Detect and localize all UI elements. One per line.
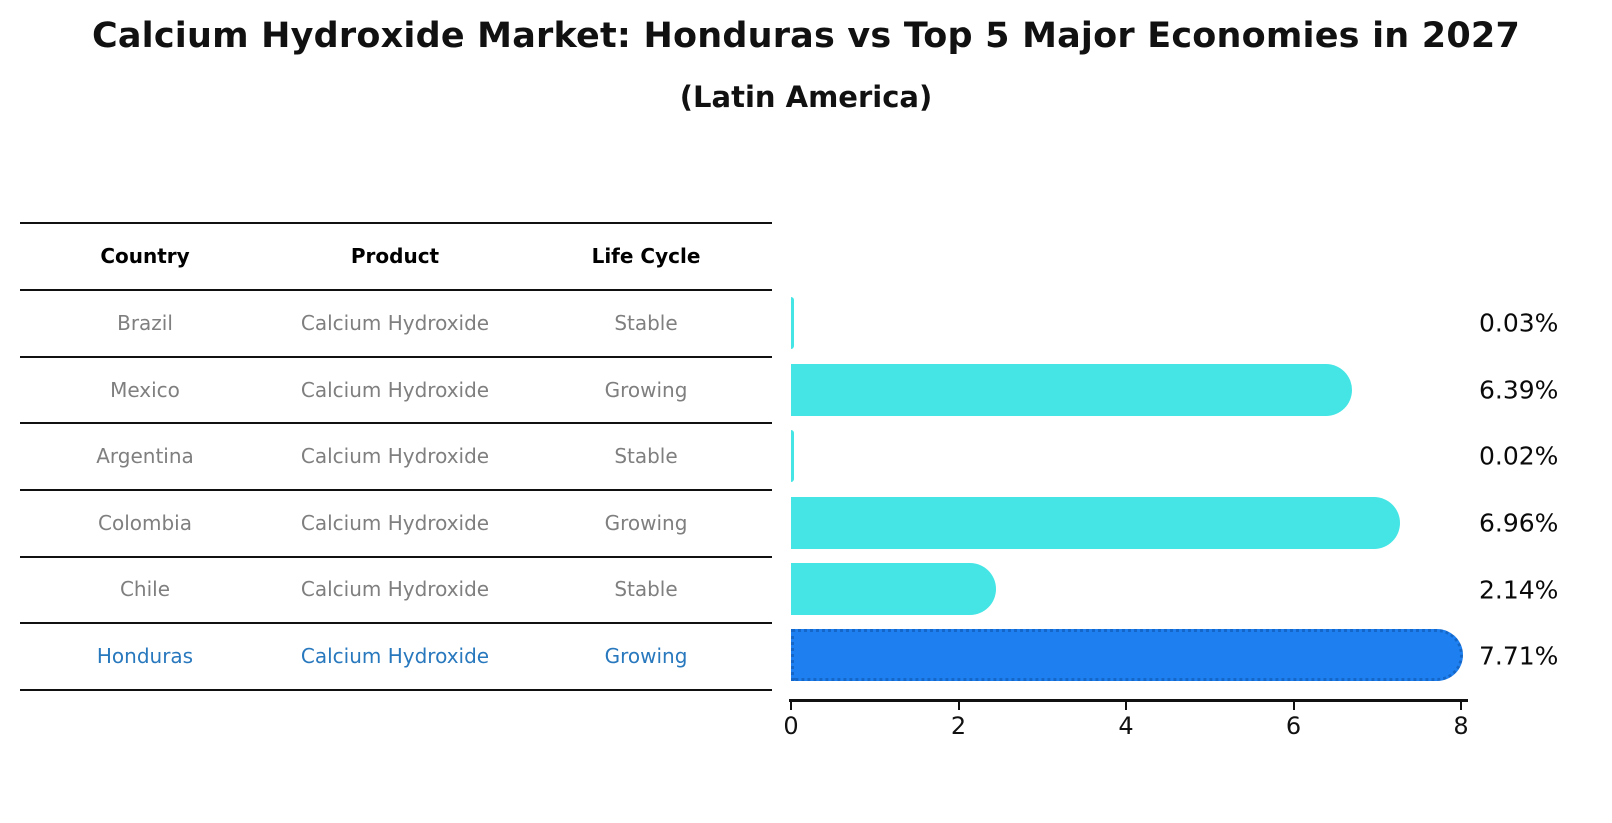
bar-mexico	[791, 364, 1353, 416]
bar-argentina	[791, 430, 794, 482]
table-divider	[20, 222, 772, 224]
product-cell: Calcium Hydroxide	[300, 577, 490, 601]
column-header-country: Country	[100, 244, 190, 268]
product-cell: Calcium Hydroxide	[300, 378, 490, 402]
life-cycle-cell: Growing	[604, 378, 688, 402]
x-axis-tick	[1125, 701, 1127, 710]
table-row-honduras: Honduras Calcium Hydroxide Growing	[20, 623, 772, 689]
x-axis-tick	[957, 701, 960, 710]
table-divider	[20, 622, 772, 624]
country-cell: Honduras	[96, 644, 194, 668]
country-cell: Chile	[119, 577, 171, 601]
x-axis-tick-label: 0	[783, 712, 799, 740]
country-cell: Colombia	[98, 511, 192, 535]
product-cell: Calcium Hydroxide	[300, 444, 490, 468]
product-cell: Calcium Hydroxide	[300, 644, 490, 668]
life-cycle-cell: Stable	[614, 444, 678, 468]
table-divider	[20, 689, 772, 691]
life-cycle-cell: Growing	[604, 644, 688, 668]
x-axis-line	[789, 699, 1468, 702]
chart-title: Calcium Hydroxide Market: Honduras vs To…	[91, 16, 1521, 56]
table-row-argentina: Argentina Calcium Hydroxide Stable	[20, 423, 772, 489]
value-label-mexico: 6.39%	[1479, 375, 1559, 405]
table-row-chile: Chile Calcium Hydroxide Stable	[20, 556, 772, 622]
column-header-product: Product	[350, 244, 440, 268]
x-axis-tick-label: 8	[1453, 712, 1469, 740]
country-cell: Mexico	[110, 378, 180, 402]
x-axis-tick-label: 4	[1118, 712, 1134, 740]
table-divider	[20, 422, 772, 424]
x-axis-tick-label: 2	[950, 712, 967, 740]
chart-subtitle: (Latin America)	[679, 80, 933, 114]
product-cell: Calcium Hydroxide	[300, 511, 490, 535]
value-label-colombia: 6.96%	[1479, 508, 1559, 538]
column-header-life-cycle: Life Cycle	[591, 244, 701, 268]
life-cycle-cell: Growing	[604, 511, 688, 535]
bar-brazil	[791, 297, 794, 349]
table-row-mexico: Mexico Calcium Hydroxide Growing	[20, 357, 772, 423]
table-divider	[20, 289, 772, 291]
country-cell: Argentina	[96, 444, 194, 468]
x-axis-tick	[1292, 701, 1295, 710]
bar-honduras	[791, 629, 1463, 681]
table-divider	[20, 489, 772, 491]
value-label-honduras: 7.71%	[1479, 641, 1559, 671]
product-cell: Calcium Hydroxide	[300, 311, 490, 335]
x-axis-tick	[1460, 701, 1462, 710]
country-cell: Brazil	[117, 311, 173, 335]
bar-colombia	[791, 497, 1400, 549]
table-row-colombia: Colombia Calcium Hydroxide Growing	[20, 490, 772, 556]
value-label-argentina: 0.02%	[1479, 441, 1559, 471]
table-divider	[20, 556, 772, 558]
table-header-row: Country Product Life Cycle	[20, 223, 772, 289]
life-cycle-cell: Stable	[614, 311, 678, 335]
life-cycle-cell: Stable	[614, 577, 678, 601]
bar-chile	[791, 563, 997, 615]
value-label-chile: 2.14%	[1479, 575, 1559, 605]
x-axis-tick-label: 6	[1285, 712, 1302, 740]
x-axis-tick	[790, 701, 792, 710]
table-divider	[20, 356, 772, 358]
value-label-brazil: 0.03%	[1479, 308, 1559, 338]
table-row-brazil: Brazil Calcium Hydroxide Stable	[20, 290, 772, 356]
